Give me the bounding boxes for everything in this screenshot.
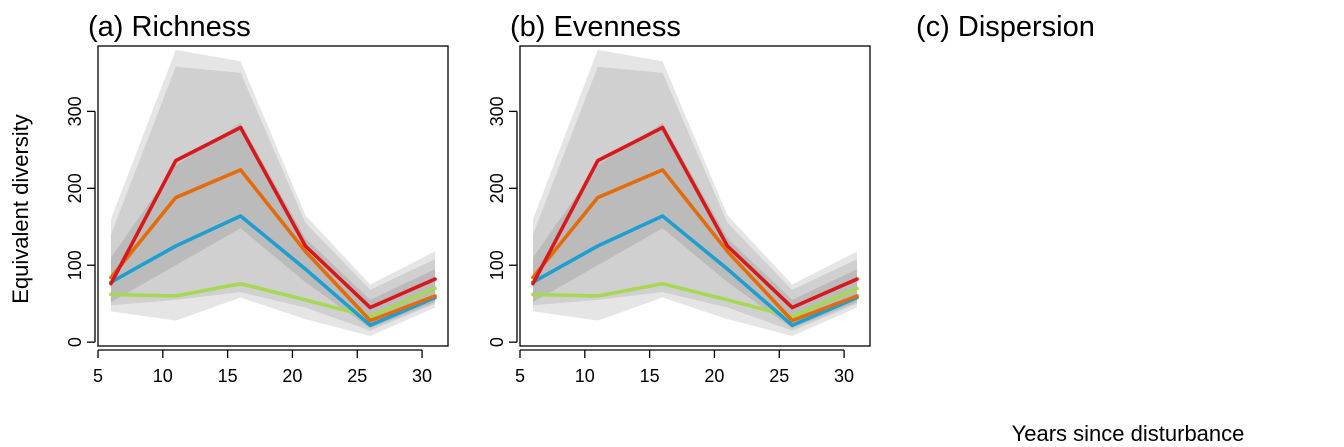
x-tick-label: 30 (412, 366, 432, 386)
y-tick-label: 0 (65, 337, 85, 347)
series-line-4 (109, 125, 437, 310)
plot-area (109, 49, 437, 336)
series-line-1 (531, 281, 859, 319)
plot-frame (97, 45, 449, 347)
x-tick-label: 10 (153, 366, 173, 386)
confidence-band-3 (532, 122, 858, 329)
x-tick-label: 10 (575, 366, 595, 386)
y-tick-label: 0 (487, 337, 507, 347)
y-tick-label: 300 (487, 96, 507, 126)
x-tick-label: 25 (347, 366, 367, 386)
x-tick-label: 5 (515, 366, 525, 386)
series-line-3 (531, 168, 859, 323)
series-line-4 (531, 125, 859, 310)
series-line-2 (531, 214, 859, 328)
panel-c-title: (c) Dispersion (916, 11, 1095, 43)
y-tick-label: 300 (65, 96, 85, 126)
x-tick-label: 20 (282, 366, 302, 386)
x-axis-title: Years since disturbance (1012, 421, 1245, 446)
panel-a-title: (a) Richness (88, 11, 251, 43)
plot-frame (519, 45, 871, 347)
x-tick-label: 5 (93, 366, 103, 386)
series-line-3 (109, 168, 437, 323)
y-tick-label: 200 (65, 173, 85, 203)
series-line-2 (109, 214, 437, 328)
series-line-1 (109, 281, 437, 319)
x-tick-label: 15 (218, 366, 238, 386)
x-tick-label: 30 (834, 366, 854, 386)
y-axis-title: Equivalent diversity (8, 114, 33, 304)
confidence-band-3 (110, 122, 436, 329)
y-tick-label: 200 (487, 173, 507, 203)
plot-area (531, 49, 859, 336)
x-tick-label: 25 (769, 366, 789, 386)
y-tick-label: 100 (487, 250, 507, 280)
x-tick-label: 20 (704, 366, 724, 386)
panel-b-title: (b) Evenness (510, 11, 681, 43)
y-tick-label: 100 (65, 250, 85, 280)
x-tick-label: 15 (640, 366, 660, 386)
